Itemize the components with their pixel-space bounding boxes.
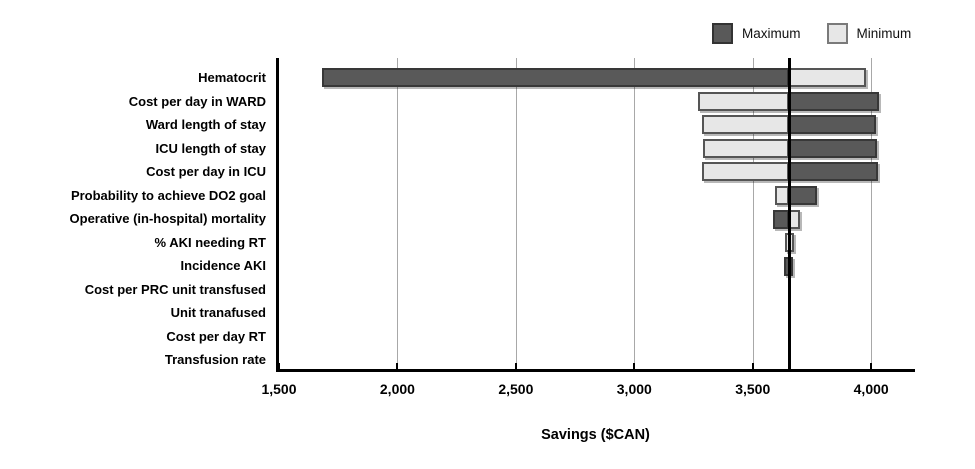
category-label: Hematocrit (198, 70, 266, 85)
category-axis-labels: Hematocrit Cost per day in WARD Ward lengt… (0, 58, 266, 372)
gridline (515, 58, 517, 369)
category-label: ICU length of stay (155, 140, 266, 156)
category-label: Unit tranafused (170, 305, 266, 321)
category-label: Cost per day in ICU (146, 164, 266, 180)
x-tick-label: 2,500 (498, 381, 534, 397)
x-tick-label: 2,000 (379, 381, 415, 397)
category-label: % AKI needing RT (154, 234, 266, 250)
x-axis-tick (751, 363, 754, 370)
bar-minimum (703, 138, 790, 158)
category-label: Ward length of stay (145, 117, 266, 133)
category-label: Transfusion rate (164, 352, 266, 368)
bar-minimum (701, 162, 790, 182)
x-tick-label: 3,000 (616, 381, 652, 397)
gridline (752, 58, 754, 369)
bar-minimum (789, 68, 867, 88)
gridline (634, 58, 636, 369)
x-axis-tick-labels: 1,500 2,000 2,500 3,000 3,500 4,000 (261, 381, 915, 401)
x-axis-title: Savings ($CAN) (541, 427, 650, 443)
bar-minimum (775, 185, 790, 205)
bar-maximum (772, 209, 790, 229)
x-axis-tick (633, 363, 636, 370)
category-label: Cost per day RT (166, 328, 266, 344)
bar-maximum (789, 138, 878, 158)
x-axis-tick (396, 363, 399, 370)
bar-maximum (783, 256, 793, 276)
legend-label-maximum: Maximum (742, 26, 801, 41)
legend-item-minimum: Minimum (826, 23, 912, 44)
bar-maximum (789, 115, 876, 135)
gridline (397, 58, 399, 369)
bar-maximum (789, 91, 880, 111)
x-tick-label: 3,500 (735, 381, 771, 397)
legend-label-minimum: Minimum (856, 26, 912, 41)
legend: Maximum Minimum (712, 23, 911, 44)
gridline (871, 58, 873, 369)
bar-maximum (321, 68, 790, 88)
category-label: Cost per PRC unit transfused (84, 281, 266, 297)
bar-minimum (698, 91, 790, 111)
category-label: Probability to achieve DO2 goal (70, 187, 266, 203)
bar-maximum (789, 185, 817, 205)
category-label: Incidence AKI (180, 258, 266, 274)
category-label: Cost per day in WARD (128, 93, 266, 109)
category-label: Operative (in-hospital) mortality (69, 211, 266, 227)
maximum-swatch-icon (712, 23, 733, 44)
x-axis-tick (870, 363, 873, 370)
x-tick-label: 4,000 (853, 381, 889, 397)
x-tick-label: 1,500 (261, 381, 297, 397)
plot-area (276, 58, 915, 372)
bar-minimum (701, 115, 790, 135)
base-case-line (788, 58, 792, 370)
minimum-swatch-icon (826, 23, 848, 44)
legend-item-maximum: Maximum (712, 23, 801, 44)
bar-maximum (789, 162, 879, 182)
x-axis-tick (514, 363, 517, 370)
x-axis-tick (278, 363, 280, 370)
